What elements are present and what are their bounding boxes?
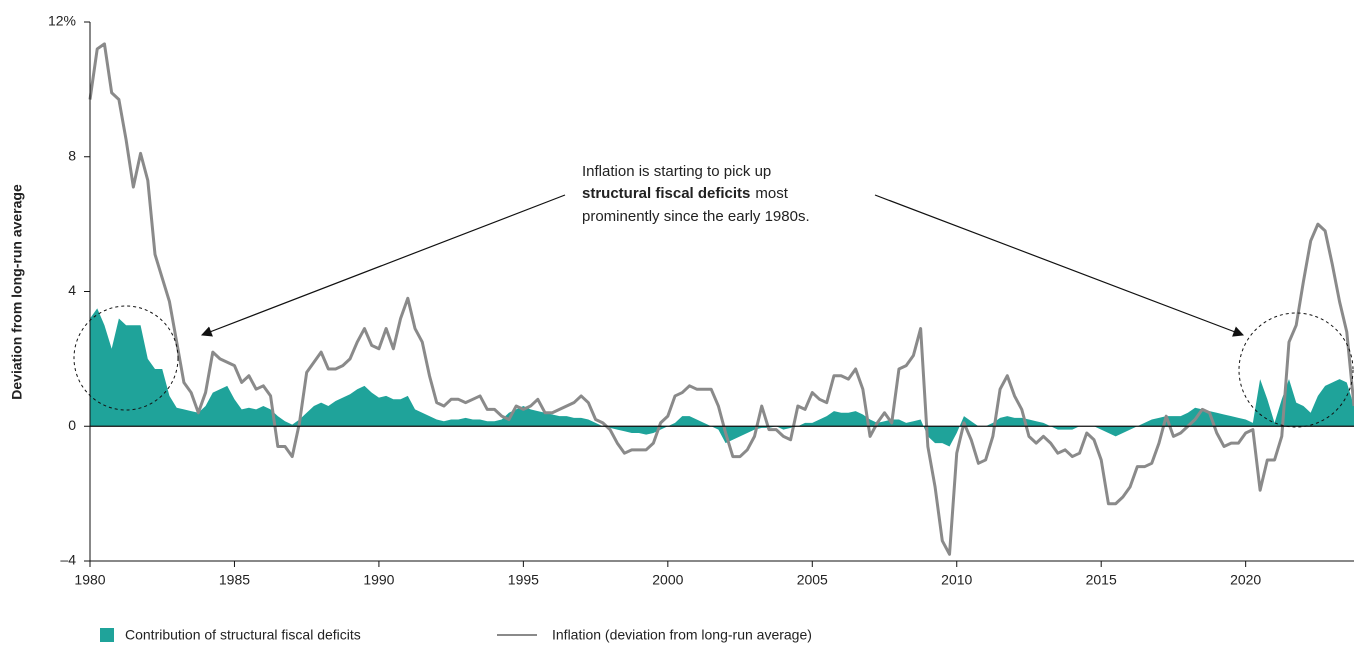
x-tick-label: 2020 — [1230, 572, 1261, 588]
plot: –4 0 4 8 12% 1980 1985 1990 1995 2000 2005 2010 2015… — [48, 13, 1354, 588]
y-tick-label: 0 — [68, 417, 76, 433]
annotation: Inflation is starting to pick up — [582, 163, 771, 180]
x-tick-label: 2005 — [797, 572, 828, 588]
x-tick-label: 2000 — [652, 572, 683, 588]
legend-swatch — [100, 628, 114, 642]
arrow — [200, 194, 566, 337]
legend-label: Contribution of structural fiscal defici… — [125, 627, 361, 643]
highlight-circle — [73, 305, 179, 411]
y-tick-label: 8 — [68, 147, 76, 163]
x-tick-label: 2015 — [1086, 572, 1117, 588]
annotation-bold: structural fiscal deficits — [582, 185, 750, 202]
y-axis-label: Deviation from long-run average — [9, 184, 25, 400]
annotation: structural fiscal deficits most — [582, 185, 789, 202]
legend-label: Inflation (deviation from long-run avera… — [552, 627, 812, 643]
annotation: most — [755, 185, 788, 202]
y-tick-label: 4 — [68, 282, 76, 298]
x-tick-label: 1990 — [363, 572, 394, 588]
x-tick-label: 1980 — [74, 572, 105, 588]
highlight-circle — [1238, 312, 1354, 428]
legend: Contribution of structural fiscal defici… — [100, 627, 812, 643]
x-tick-label: 1995 — [508, 572, 539, 588]
line — [88, 42, 1354, 556]
y-tick-label: 12% — [48, 13, 76, 29]
arrow — [874, 194, 1245, 337]
x-tick-label: 1985 — [219, 572, 250, 588]
annotation: prominently since the early 1980s. — [582, 208, 810, 225]
y-tick-label: –4 — [60, 552, 76, 568]
area — [90, 308, 1354, 447]
x-tick-label: 2010 — [941, 572, 972, 588]
